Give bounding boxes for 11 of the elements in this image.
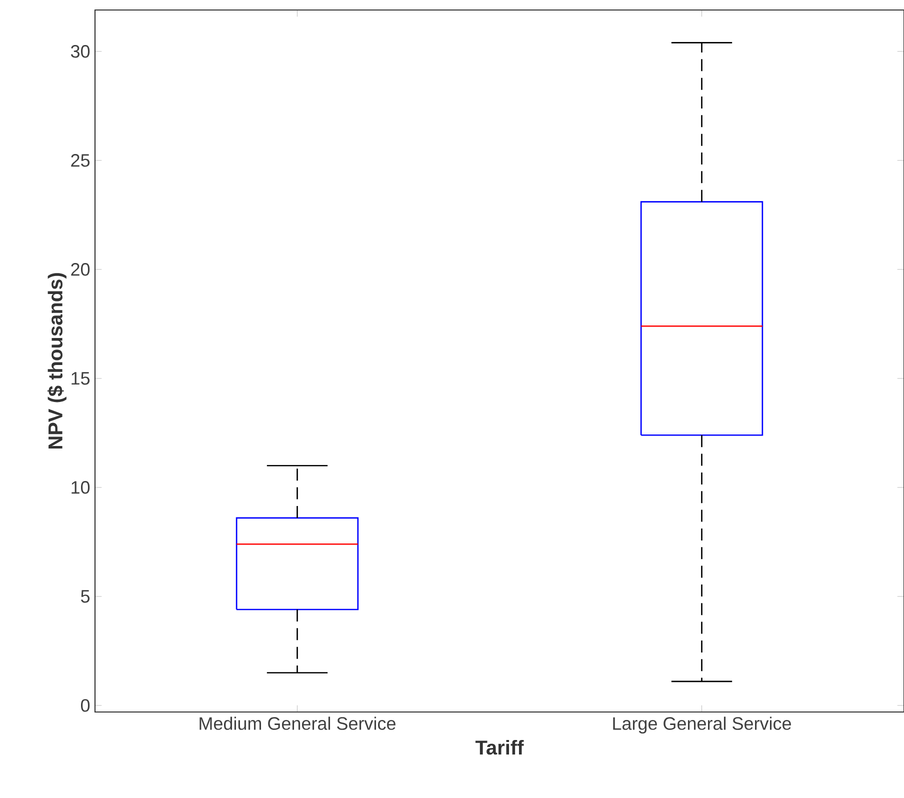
y-axis-title: NPV ($ thousands)	[47, 273, 66, 449]
x-tick-label: Medium General Service	[200, 716, 396, 730]
y-tick-label: 20	[71, 263, 90, 276]
y-tick-label: 5	[80, 590, 90, 603]
y-tick-label: 15	[72, 372, 90, 385]
x-tick-label: Large General Service	[613, 716, 791, 734]
y-tick-label: 30	[70, 45, 90, 58]
y-tick-label: 0	[80, 699, 90, 712]
x-axis-title: Tariff	[475, 740, 524, 755]
y-tick-label: 25	[71, 154, 90, 167]
y-tick-label: 10	[72, 481, 90, 494]
